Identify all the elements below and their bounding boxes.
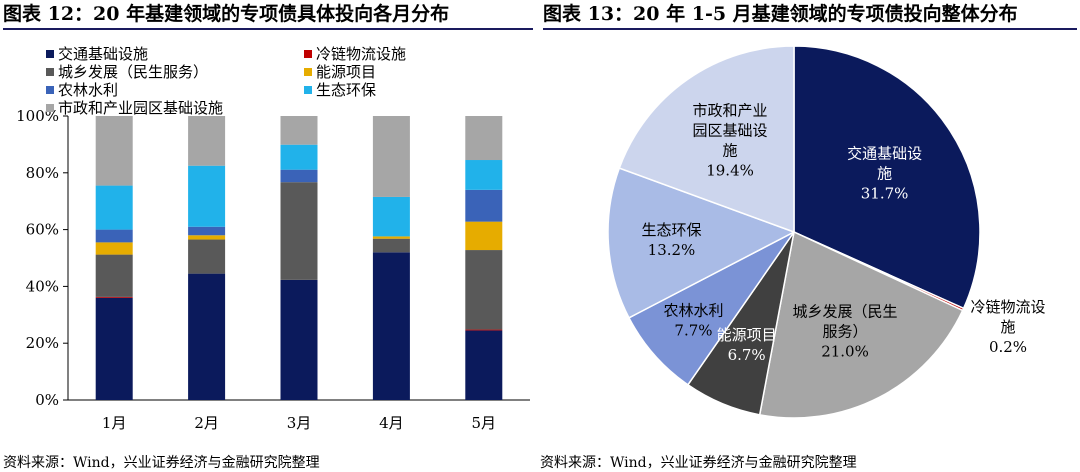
bar-segment-cat-1-5 (465, 330, 503, 400)
pie-label-cat-1: 交通基础设施 31.7% (847, 144, 922, 202)
y-tick-label: 40% (26, 277, 59, 295)
pie-label-cat-5: 农林水利 7.7% (663, 301, 723, 339)
bar-segment-cat-3-1 (95, 254, 133, 297)
y-tick-label: 20% (26, 334, 59, 352)
legend-label-cat-3: 城乡发展（民生服务） (58, 63, 208, 81)
x-tick-label: 4月 (379, 414, 404, 432)
bar-segment-cat-1-4 (372, 252, 410, 400)
legend-label-cat-6: 生态环保 (316, 81, 376, 99)
legend-label-cat-5: 农林水利 (58, 81, 118, 99)
bar-segment-cat-4-5 (465, 221, 503, 251)
bar-segment-cat-6-5 (465, 160, 503, 190)
bar-segment-cat-7-4 (372, 116, 410, 197)
legend-swatch-cat-4 (304, 68, 312, 76)
bar-segment-cat-6-3 (280, 144, 318, 170)
legend-label-cat-7: 市政和产业园区基础设施 (58, 99, 223, 117)
bar-segment-cat-6-1 (95, 185, 133, 230)
legend-swatch-cat-6 (304, 86, 312, 94)
right-chart-title: 图表 13：20 年 1-5 月基建领域的专项债投向整体分布 (543, 0, 1077, 30)
right-source-note: 资料来源：Wind，兴业证券经济与金融研究院整理 (540, 455, 857, 471)
pie-slice-cat-6 (607, 167, 796, 319)
pie-slice-cat-3 (758, 230, 964, 419)
bar-segment-cat-5-3 (280, 169, 318, 183)
y-tick-label: 0% (35, 391, 59, 409)
bar-segment-cat-5-2 (188, 226, 226, 236)
pie-label-cat-3: 城乡发展（民生服务） 21.0% (793, 302, 898, 360)
pie-label-cat-2: 冷链物流设施 0.2% (970, 298, 1045, 356)
bar-segment-cat-3-3 (280, 182, 318, 280)
left-source-note: 资料来源：Wind，兴业证券经济与金融研究院整理 (3, 455, 320, 471)
legend-swatch-cat-7 (46, 104, 54, 112)
bar-segment-cat-4-1 (95, 242, 133, 255)
bar-segment-cat-6-4 (372, 196, 410, 237)
bar-segment-cat-3-5 (465, 250, 503, 330)
legend-label-cat-4: 能源项目 (316, 63, 376, 81)
bar-segment-cat-1-1 (95, 297, 133, 400)
bar-segment-cat-7-3 (280, 116, 318, 145)
bar-segment-cat-1-2 (188, 273, 226, 400)
bar-segment-cat-7-1 (95, 116, 133, 186)
bar-segment-cat-4-4 (372, 236, 410, 239)
left-chart-title: 图表 12：20 年基建领域的专项债具体投向各月分布 (3, 0, 533, 30)
pie-label-cat-4: 能源项目 6.7% (717, 326, 777, 364)
bar-segment-cat-2-1 (95, 296, 133, 298)
legend-swatch-cat-1 (46, 50, 54, 58)
bar-segment-cat-3-2 (188, 239, 226, 274)
bar-segment-cat-7-5 (465, 116, 503, 161)
bar-segment-cat-4-2 (188, 235, 226, 240)
pie-slice-cat-2 (793, 231, 965, 312)
bar-segment-cat-5-1 (95, 229, 133, 243)
legend-label-cat-2: 冷链物流设施 (316, 45, 406, 63)
bar-segment-cat-5-5 (465, 189, 503, 222)
x-tick-label: 3月 (287, 414, 312, 432)
bar-segment-cat-7-2 (188, 116, 226, 166)
bar-segment-cat-3-4 (372, 238, 410, 253)
x-tick-label: 1月 (102, 414, 127, 432)
bar-segment-cat-1-3 (280, 279, 318, 400)
legend-label-cat-1: 交通基础设施 (58, 45, 148, 63)
pie-slice-cat-4 (686, 231, 795, 416)
x-tick-label: 2月 (194, 414, 219, 432)
pie-label-cat-7: 市政和产业园区基础设施 19.4% (693, 102, 768, 180)
y-tick-label: 60% (26, 221, 59, 239)
pie-label-cat-6: 生态环保 13.2% (641, 221, 701, 259)
x-tick-label: 5月 (472, 414, 497, 432)
bar-segment-cat-6-2 (188, 165, 226, 227)
legend-swatch-cat-5 (46, 86, 54, 94)
legend-swatch-cat-3 (46, 68, 54, 76)
pie-slice-cat-1 (793, 45, 981, 310)
pie-slice-cat-7 (618, 45, 795, 234)
bar-segment-cat-2-5 (465, 329, 503, 331)
legend-swatch-cat-2 (304, 50, 312, 58)
pie-slice-cat-5 (627, 231, 795, 386)
y-tick-label: 80% (26, 164, 59, 182)
